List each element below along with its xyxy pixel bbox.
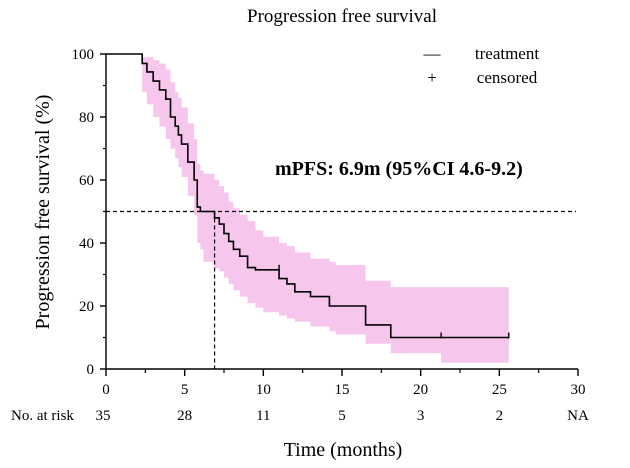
x-tick-label: 10: [256, 382, 271, 398]
legend-censor-symbol: +: [427, 68, 437, 87]
risk-count: NA: [567, 408, 589, 424]
y-tick-label: 20: [79, 299, 94, 315]
y-tick-label: 80: [79, 110, 94, 126]
y-tick-label: 60: [79, 173, 94, 189]
confidence-band-layer: [106, 54, 509, 363]
y-axis-ticks: 0 20 40 60 80 100: [72, 47, 106, 378]
risk-count: 5: [338, 408, 346, 424]
legend-label-censored: censored: [477, 68, 538, 87]
median-lines: [106, 210, 576, 369]
risk-count: 35: [96, 408, 111, 424]
chart-title: Progression free survival: [247, 6, 437, 27]
y-axis-label: Progression free survival (%): [32, 95, 54, 330]
x-tick-label: 25: [492, 382, 507, 398]
confidence-band: [106, 54, 509, 363]
legend: — treatment + censored: [423, 44, 540, 87]
risk-table-label: No. at risk: [11, 408, 74, 424]
risk-count: 28: [177, 408, 192, 424]
risk-count: 2: [496, 408, 504, 424]
x-axis-label: Time (months): [284, 439, 403, 461]
survival-curve-treatment: [106, 53, 509, 339]
risk-table: No. at risk 35 28 11 5 3 2 NA: [11, 408, 589, 424]
risk-count: 3: [417, 408, 425, 424]
y-tick-label: 0: [87, 362, 95, 378]
x-tick-label: 15: [335, 382, 350, 398]
y-tick-label: 40: [79, 236, 94, 252]
legend-line-symbol: —: [423, 44, 442, 63]
x-tick-label: 30: [571, 382, 586, 398]
survival-curve-layer: [106, 53, 509, 339]
legend-label-treatment: treatment: [475, 44, 539, 63]
x-tick-label: 20: [413, 382, 428, 398]
censor-marks: [278, 264, 510, 339]
risk-count: 11: [256, 408, 270, 424]
x-tick-label: 5: [181, 382, 189, 398]
median-pfs-annotation: mPFS: 6.9m (95%CI 4.6-9.2): [275, 158, 523, 180]
x-tick-label: 0: [102, 382, 110, 398]
y-tick-label: 100: [72, 47, 95, 63]
x-axis-ticks: 0 5 10 15 20 25 30: [102, 369, 586, 398]
